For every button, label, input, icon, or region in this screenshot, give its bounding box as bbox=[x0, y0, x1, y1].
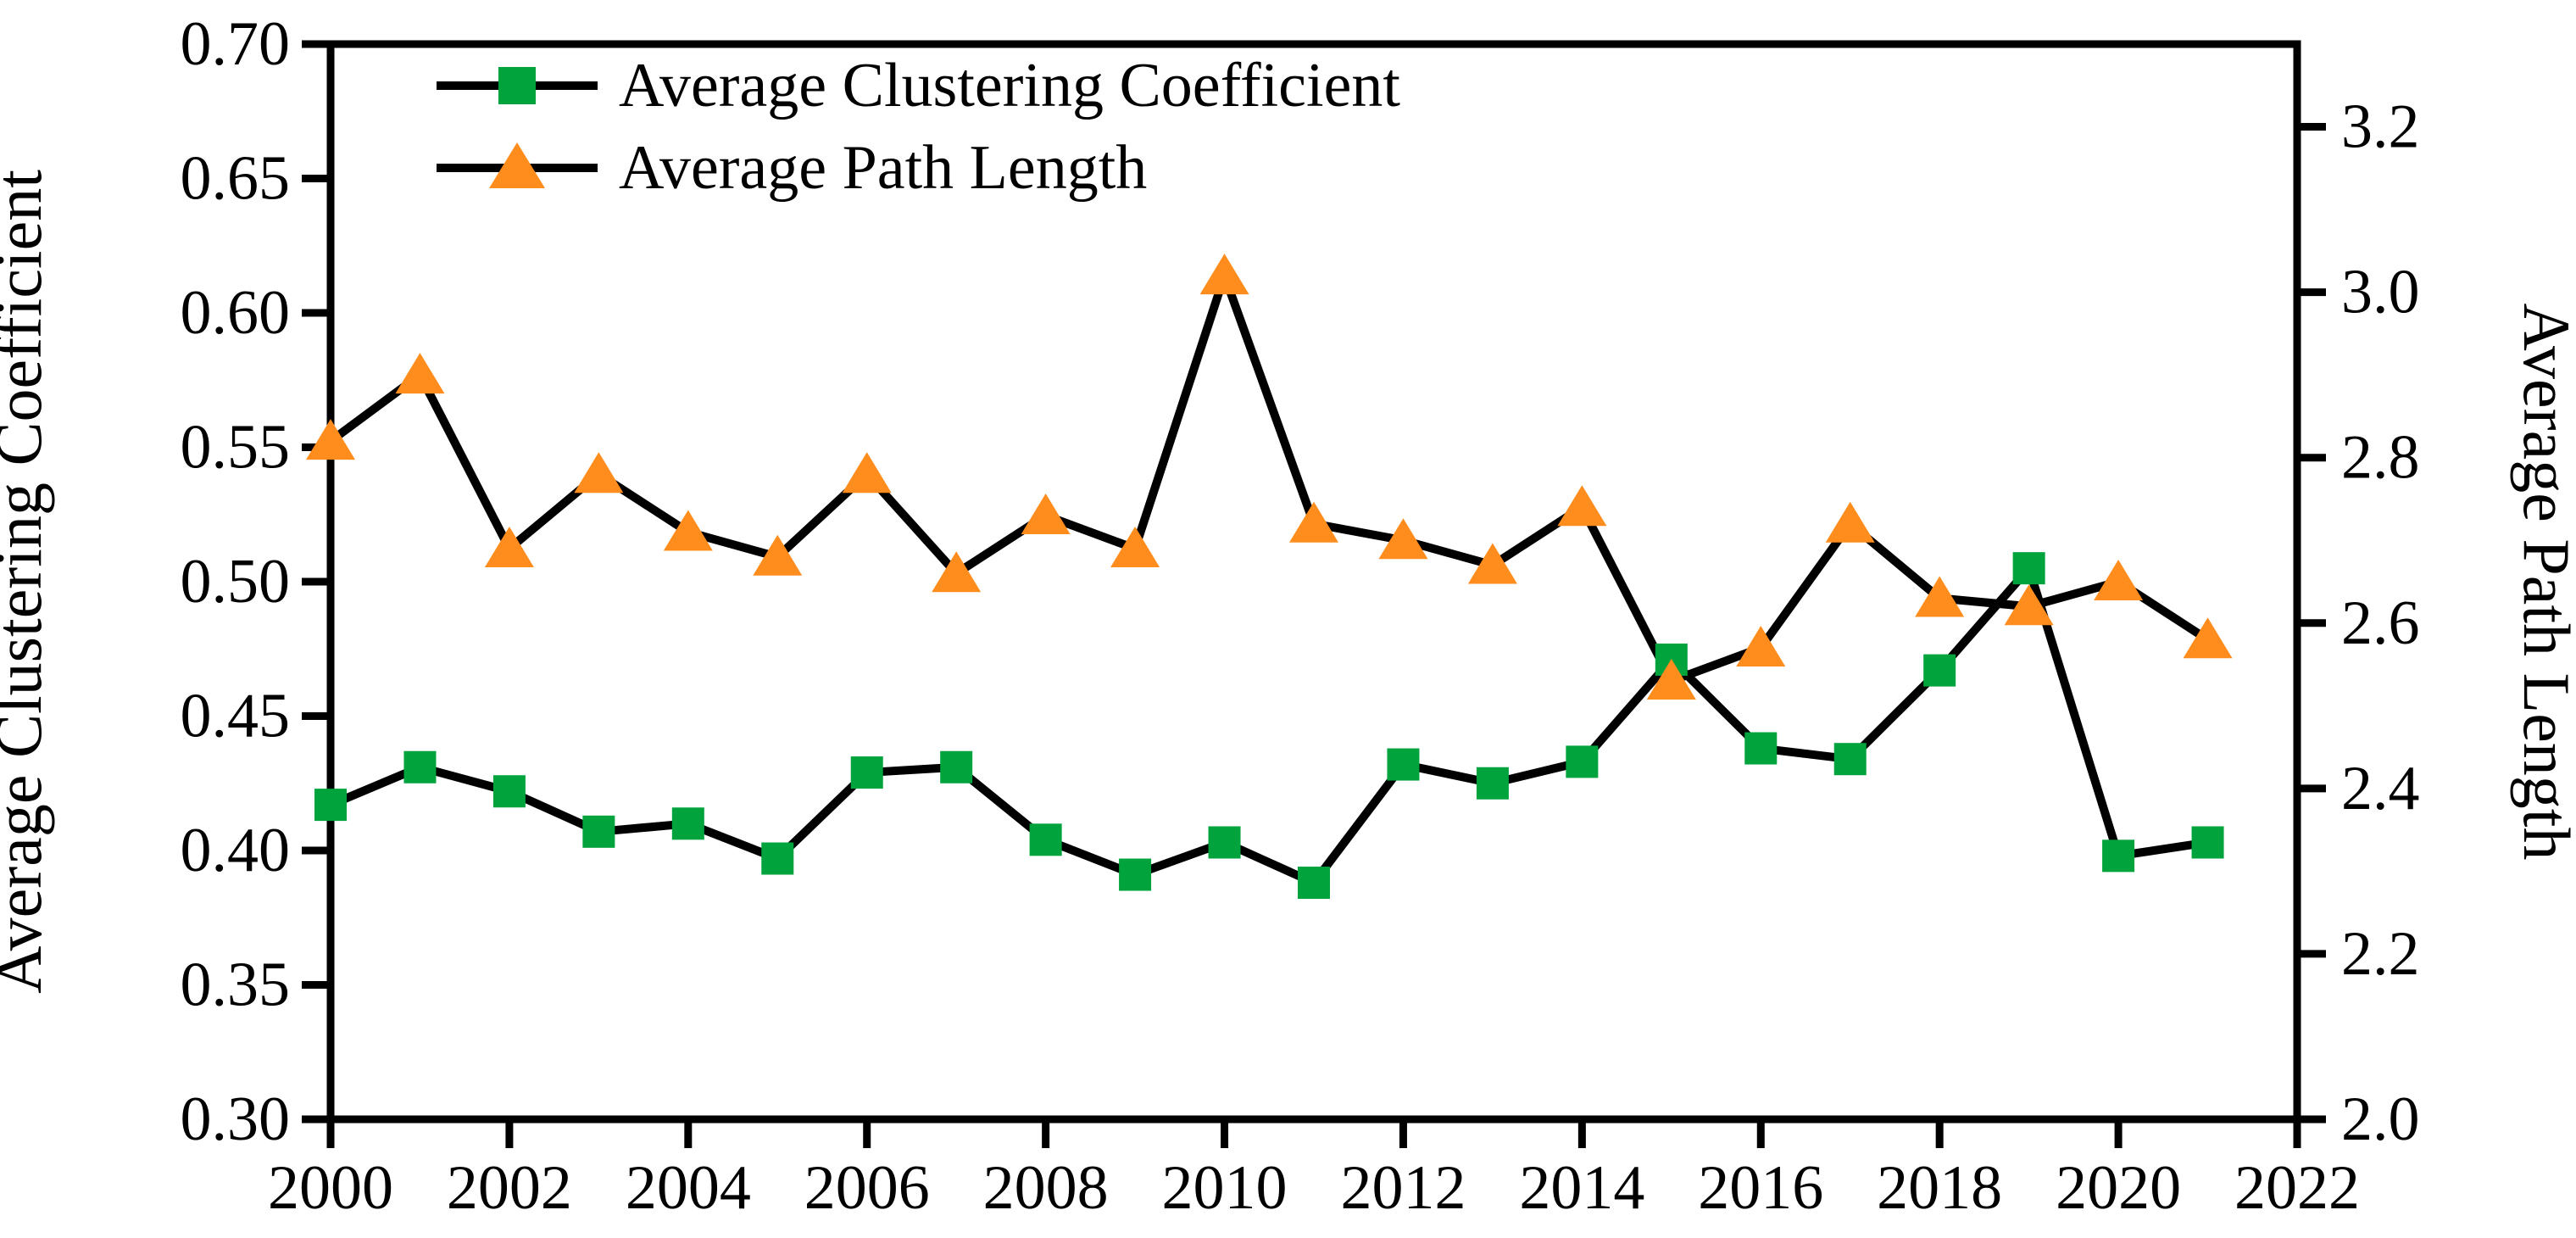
average-path-length-point bbox=[1915, 576, 1965, 617]
average-path-length-point bbox=[663, 510, 713, 551]
legend-item-clustering: Average Clustering Coefficient bbox=[437, 51, 1400, 120]
x-axis-tick-label: 2000 bbox=[268, 1153, 393, 1223]
average-path-length-point bbox=[2094, 560, 2144, 600]
average-clustering-coefficient-point bbox=[1476, 767, 1509, 800]
x-axis-tick-label: 2010 bbox=[1162, 1153, 1288, 1223]
x-axis-tick-label: 2004 bbox=[626, 1153, 751, 1223]
x-axis-tick-label: 2002 bbox=[447, 1153, 572, 1223]
right-axis-tick-label: 2.4 bbox=[2341, 754, 2420, 823]
average-clustering-coefficient-point bbox=[314, 789, 347, 822]
average-path-length-point bbox=[306, 419, 355, 460]
left-axis-tick-label: 0.55 bbox=[181, 413, 291, 482]
x-axis-tick-label: 2018 bbox=[1877, 1153, 2002, 1223]
x-axis-tick-label: 2020 bbox=[2056, 1153, 2181, 1223]
left-axis-tick-label: 0.35 bbox=[181, 951, 291, 1020]
legend-item-path-length: Average Path Length bbox=[437, 133, 1147, 203]
legend: Average Clustering Coefficient Average P… bbox=[437, 51, 1400, 203]
average-path-length-point bbox=[1557, 485, 1607, 527]
average-clustering-coefficient-point bbox=[1566, 745, 1599, 778]
average-path-length-point bbox=[1378, 518, 1428, 560]
average-clustering-coefficient-point bbox=[940, 750, 973, 784]
x-axis-tick-label: 2016 bbox=[1698, 1153, 1823, 1223]
right-axis-tick-label: 2.2 bbox=[2341, 919, 2420, 989]
average-path-length-point bbox=[574, 452, 624, 494]
left-axis-tick-label: 0.65 bbox=[181, 144, 291, 214]
average-path-length-point bbox=[484, 526, 534, 567]
average-path-length-point bbox=[753, 534, 803, 576]
legend-label-clustering: Average Clustering Coefficient bbox=[619, 51, 1400, 120]
legend-label-path-length: Average Path Length bbox=[619, 133, 1147, 203]
average-clustering-coefficient-point bbox=[1029, 823, 1062, 856]
average-clustering-coefficient-point bbox=[1387, 748, 1420, 781]
left-axis-tick-label: 0.30 bbox=[181, 1085, 291, 1154]
average-path-length-point bbox=[1199, 254, 1249, 295]
average-clustering-coefficient-point bbox=[1833, 743, 1867, 776]
x-axis-tick-label: 2014 bbox=[1519, 1153, 1644, 1223]
average-path-length-point bbox=[1021, 493, 1071, 534]
right-axis-tick-label: 3.0 bbox=[2341, 258, 2420, 327]
average-clustering-coefficient-point bbox=[492, 775, 526, 808]
average-clustering-coefficient-point bbox=[1744, 732, 1778, 765]
average-path-length-line bbox=[328, 262, 2211, 687]
average-clustering-coefficient-point bbox=[761, 842, 794, 875]
right-axis-tick-label: 2.6 bbox=[2341, 588, 2420, 658]
average-path-length-point bbox=[1467, 543, 1517, 584]
average-path-length-point bbox=[1736, 626, 1786, 667]
x-axis-tick-label: 2008 bbox=[983, 1153, 1109, 1223]
average-clustering-coefficient-point bbox=[2191, 826, 2224, 859]
left-axis-tick-label: 0.70 bbox=[181, 9, 291, 79]
plot-area: 0.300.350.400.450.500.550.600.650.702.02… bbox=[181, 9, 2420, 1223]
right-axis-title: Average Path Length bbox=[2510, 304, 2576, 861]
x-axis-tick-label: 2006 bbox=[804, 1153, 930, 1223]
right-axis-tick-label: 3.2 bbox=[2341, 92, 2420, 162]
plot-border bbox=[326, 40, 2301, 1124]
left-axis-tick-label: 0.50 bbox=[181, 547, 291, 616]
average-clustering-coefficient-point bbox=[1923, 654, 1956, 687]
x-axis-tick-label: 2012 bbox=[1340, 1153, 1466, 1223]
average-clustering-coefficient-point bbox=[1119, 858, 1152, 891]
left-axis-tick-label: 0.40 bbox=[181, 816, 291, 885]
average-clustering-coefficient-point bbox=[2012, 552, 2045, 585]
average-clustering-coefficient-point bbox=[1208, 826, 1241, 859]
x-axis-tick-label: 2022 bbox=[2234, 1153, 2360, 1223]
average-clustering-coefficient-point bbox=[671, 807, 704, 840]
right-axis-tick-label: 2.8 bbox=[2341, 423, 2420, 493]
left-axis-tick-label: 0.60 bbox=[181, 278, 291, 348]
legend-square-marker-icon bbox=[498, 67, 536, 104]
legend-triangle-marker-icon bbox=[489, 142, 545, 188]
average-path-length-point bbox=[395, 353, 445, 394]
average-clustering-coefficient-point bbox=[403, 750, 437, 784]
average-path-length-point bbox=[2004, 584, 2054, 626]
average-path-length-point bbox=[1289, 501, 1338, 543]
average-clustering-coefficient-point bbox=[850, 756, 883, 789]
average-clustering-coefficient-point bbox=[2102, 839, 2135, 873]
average-path-length-point bbox=[842, 452, 892, 494]
average-clustering-coefficient-line bbox=[329, 560, 2209, 889]
average-path-length-point bbox=[1646, 659, 1696, 700]
left-axis-tick-label: 0.45 bbox=[181, 682, 291, 751]
average-path-length-point bbox=[932, 551, 982, 593]
average-path-length-point bbox=[1825, 501, 1875, 543]
right-axis-tick-label: 2.0 bbox=[2341, 1085, 2420, 1154]
average-path-length-point bbox=[2183, 617, 2233, 659]
average-clustering-coefficient-point bbox=[1298, 867, 1330, 900]
left-axis-title: Average Clustering Coefficient bbox=[0, 170, 55, 994]
average-path-length-point bbox=[1110, 526, 1160, 567]
average-clustering-coefficient-point bbox=[582, 815, 615, 848]
